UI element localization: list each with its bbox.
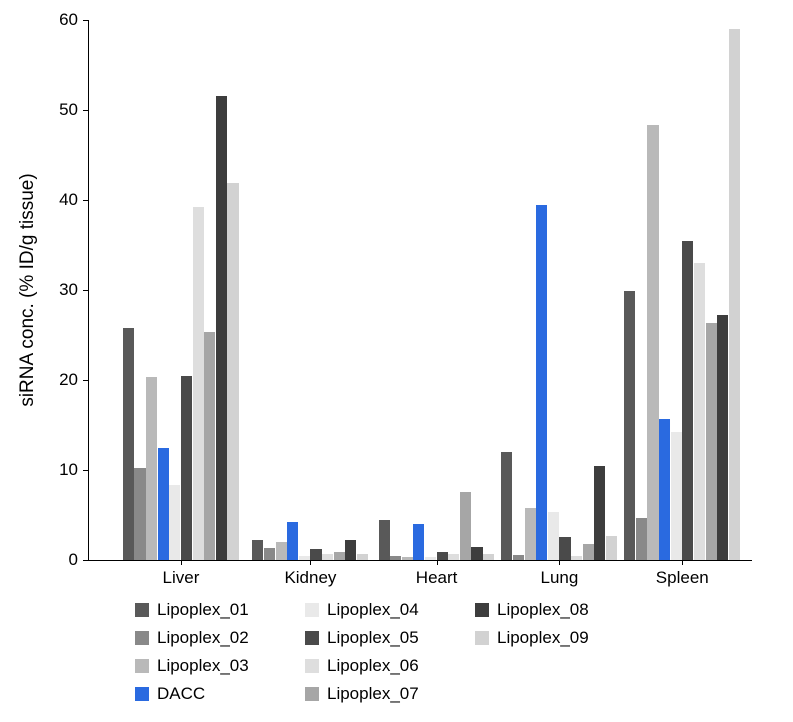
bar-lipoplex_05-kidney (310, 549, 321, 560)
bar-lipoplex_09-liver (227, 183, 238, 560)
y-tick-label: 50 (0, 100, 78, 120)
bar-dacc-lung (536, 205, 547, 561)
y-tick-label: 40 (0, 190, 78, 210)
bar-lipoplex_03-lung (525, 508, 536, 560)
legend-swatch (305, 603, 319, 617)
bar-lipoplex_04-liver (169, 485, 180, 560)
bar-lipoplex_08-liver (216, 96, 227, 560)
legend-item-lipoplex_02: Lipoplex_02 (135, 628, 249, 648)
bar-lipoplex_05-liver (181, 376, 192, 561)
bar-lipoplex_07-kidney (334, 552, 345, 560)
y-tick-mark (83, 290, 88, 291)
bar-lipoplex_06-spleen (694, 263, 705, 560)
legend-label: Lipoplex_03 (157, 656, 249, 676)
legend-swatch (135, 687, 149, 701)
legend-item-lipoplex_01: Lipoplex_01 (135, 600, 249, 620)
legend-label: Lipoplex_01 (157, 600, 249, 620)
bar-lipoplex_01-lung (501, 452, 512, 560)
bar-lipoplex_03-liver (146, 377, 157, 560)
bar-lipoplex_01-liver (123, 328, 134, 560)
legend-swatch (305, 687, 319, 701)
legend-label: Lipoplex_07 (327, 684, 419, 704)
legend-label: Lipoplex_06 (327, 656, 419, 676)
legend-label: Lipoplex_04 (327, 600, 419, 620)
legend-label: Lipoplex_08 (497, 600, 589, 620)
bar-lipoplex_08-kidney (345, 540, 356, 560)
legend-swatch (475, 631, 489, 645)
legend-label: Lipoplex_09 (497, 628, 589, 648)
legend-swatch (135, 603, 149, 617)
x-category-label: Lung (541, 568, 579, 588)
legend-label: DACC (157, 684, 205, 704)
bar-lipoplex_03-spleen (647, 125, 658, 560)
y-tick-mark (83, 110, 88, 111)
legend-swatch (305, 659, 319, 673)
bar-lipoplex_09-spleen (729, 29, 740, 560)
bar-dacc-kidney (287, 522, 298, 560)
legend-label: Lipoplex_05 (327, 628, 419, 648)
y-tick-label: 0 (0, 550, 78, 570)
y-axis (88, 20, 89, 560)
bar-lipoplex_07-heart (460, 492, 471, 560)
bar-lipoplex_01-kidney (252, 540, 263, 560)
y-tick-label: 20 (0, 370, 78, 390)
bar-lipoplex_03-kidney (276, 542, 287, 560)
bar-lipoplex_04-lung (548, 512, 559, 560)
bar-lipoplex_07-liver (204, 332, 215, 560)
legend-item-lipoplex_06: Lipoplex_06 (305, 656, 419, 676)
x-tick-mark (310, 560, 311, 565)
x-category-label: Spleen (656, 568, 709, 588)
plot-area (88, 20, 752, 560)
x-tick-mark (559, 560, 560, 565)
y-axis-label: siRNA conc. (% ID/g tissue) (17, 173, 39, 406)
y-tick-mark (83, 470, 88, 471)
bar-dacc-heart (413, 524, 424, 560)
x-category-label: Liver (163, 568, 200, 588)
y-tick-label: 60 (0, 10, 78, 30)
sirna-biodistribution-chart: 0 10 20 30 40 50 60 siRNA conc. (% ID/g tissue)… (0, 0, 793, 722)
y-tick-mark (83, 560, 88, 561)
bar-lipoplex_07-lung (583, 544, 594, 560)
legend-item-dacc: DACC (135, 684, 205, 704)
bar-lipoplex_07-spleen (706, 323, 717, 560)
legend-label: Lipoplex_02 (157, 628, 249, 648)
bar-lipoplex_02-kidney (264, 548, 275, 560)
bar-lipoplex_05-lung (559, 537, 570, 560)
legend-swatch (135, 631, 149, 645)
bar-lipoplex_01-heart (379, 520, 390, 561)
legend-swatch (305, 631, 319, 645)
x-tick-mark (682, 560, 683, 565)
legend-item-lipoplex_04: Lipoplex_04 (305, 600, 419, 620)
x-axis (88, 560, 752, 561)
y-tick-label: 10 (0, 460, 78, 480)
bar-lipoplex_05-heart (437, 552, 448, 560)
legend-item-lipoplex_07: Lipoplex_07 (305, 684, 419, 704)
bar-dacc-liver (158, 448, 169, 560)
x-tick-mark (181, 560, 182, 565)
x-tick-mark (437, 560, 438, 565)
x-category-label: Kidney (284, 568, 336, 588)
bar-lipoplex_08-lung (594, 466, 605, 561)
legend-item-lipoplex_05: Lipoplex_05 (305, 628, 419, 648)
bar-lipoplex_01-spleen (624, 291, 635, 560)
legend-item-lipoplex_03: Lipoplex_03 (135, 656, 249, 676)
x-category-label: Heart (416, 568, 458, 588)
bar-lipoplex_02-liver (134, 468, 145, 560)
legend-item-lipoplex_09: Lipoplex_09 (475, 628, 589, 648)
bar-lipoplex_09-lung (606, 536, 617, 560)
legend-swatch (135, 659, 149, 673)
y-tick-mark (83, 380, 88, 381)
bar-lipoplex_08-heart (471, 547, 482, 561)
legend-item-lipoplex_08: Lipoplex_08 (475, 600, 589, 620)
y-tick-label: 30 (0, 280, 78, 300)
bar-lipoplex_04-spleen (671, 432, 682, 560)
legend-swatch (475, 603, 489, 617)
bar-dacc-spleen (659, 419, 670, 560)
bar-lipoplex_02-spleen (636, 518, 647, 560)
bar-lipoplex_05-spleen (682, 241, 693, 561)
bar-lipoplex_06-liver (193, 207, 204, 560)
bar-lipoplex_08-spleen (717, 315, 728, 560)
y-tick-mark (83, 200, 88, 201)
y-tick-mark (83, 20, 88, 21)
